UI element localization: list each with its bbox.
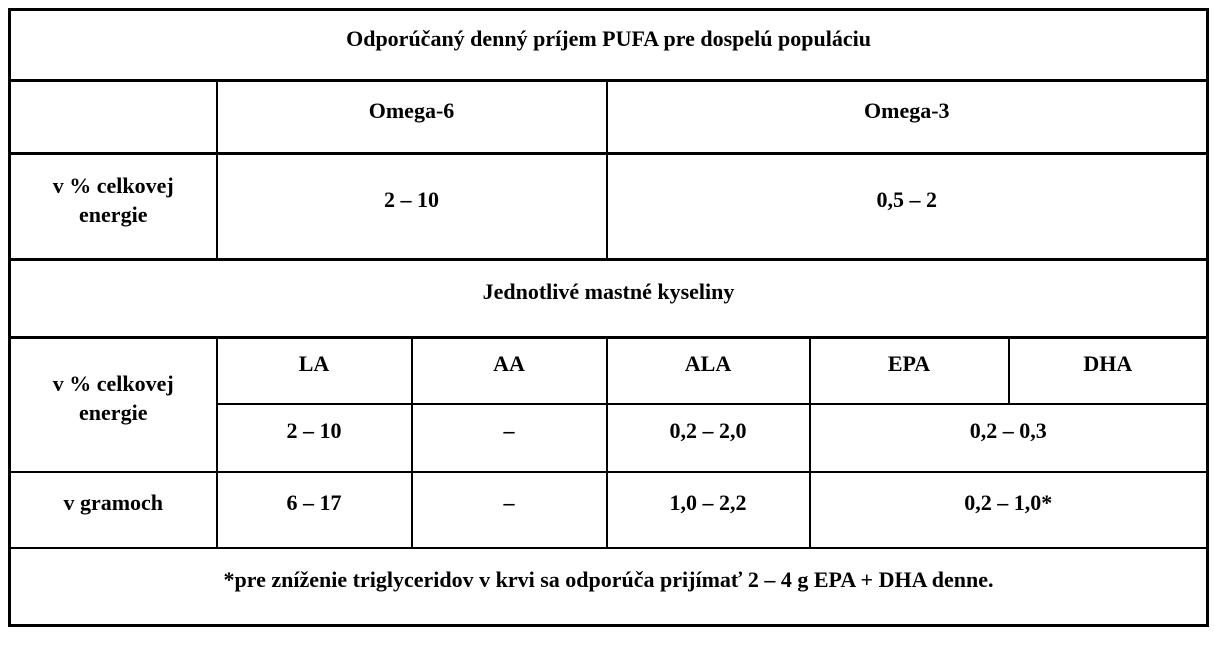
energy-percent-omega6-value: 2 – 10 <box>215 152 608 261</box>
footnote-row: *pre zníženie triglyceridov v krvi sa od… <box>8 546 1209 627</box>
omega3-header: Omega-3 <box>605 79 1209 155</box>
section-header-row: Jednotlivé mastné kyseliny <box>8 258 1209 339</box>
percent-value-aa: – <box>410 402 608 473</box>
title-row: Odporúčaný denný príjem PUFA pre dospelú… <box>8 8 1209 82</box>
energy-percent-label: v % celkovej energie <box>8 152 218 261</box>
energy-percent-omega3-value: 0,5 – 2 <box>605 152 1209 261</box>
corner-cell <box>8 79 218 155</box>
grams-value-epa-dha: 0,2 – 1,0* <box>808 470 1209 549</box>
fatty-acid-percent-label: v % celkovej energie <box>8 336 218 473</box>
fatty-acid-percent-row: 2 – 10 – 0,2 – 2,0 0,2 – 0,3 <box>10 402 1209 473</box>
percent-value-ala: 0,2 – 2,0 <box>605 402 811 473</box>
col-header-dha: DHA <box>1007 336 1209 405</box>
grams-value-aa: – <box>410 470 608 549</box>
col-header-la: LA <box>215 336 413 405</box>
col-header-ala: ALA <box>605 336 811 405</box>
col-header-epa: EPA <box>808 336 1010 405</box>
omega6-header: Omega-6 <box>215 79 608 155</box>
percent-value-la: 2 – 10 <box>215 402 413 473</box>
grams-value-ala: 1,0 – 2,2 <box>605 470 811 549</box>
footnote: *pre zníženie triglyceridov v krvi sa od… <box>8 546 1209 627</box>
col-header-aa: AA <box>410 336 608 405</box>
energy-percent-row: v % celkovej energie 2 – 10 0,5 – 2 <box>8 152 1209 261</box>
table-title: Odporúčaný denný príjem PUFA pre dospelú… <box>8 8 1209 82</box>
pufa-intake-table: Odporúčaný denný príjem PUFA pre dospelú… <box>8 8 1210 627</box>
grams-row: v gramoch 6 – 17 – 1,0 – 2,2 0,2 – 1,0* <box>8 470 1209 549</box>
fatty-acid-header-row: v % celkovej energie LA AA ALA EPA DHA <box>8 336 1209 473</box>
grams-label: v gramoch <box>8 470 218 549</box>
section-header: Jednotlivé mastné kyseliny <box>8 258 1209 339</box>
grams-value-la: 6 – 17 <box>215 470 413 549</box>
group-header-row: Omega-6 Omega-3 <box>8 79 1209 155</box>
percent-value-epa-dha: 0,2 – 0,3 <box>808 402 1209 473</box>
